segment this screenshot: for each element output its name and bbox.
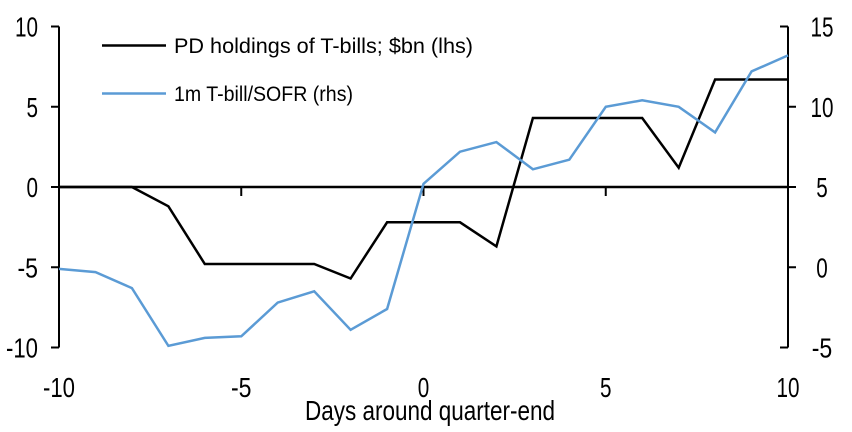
right-axis-tick-label: -5 xyxy=(812,333,833,364)
right-axis-tick-label: 0 xyxy=(816,252,828,283)
left-axis-tick-label: 10 xyxy=(15,12,38,43)
x-axis-tick-label: -5 xyxy=(231,372,252,403)
axes-layer: 10 5 0 -5 -10 15 10 5 0 -5 -10 -5 0 5 10 xyxy=(6,12,834,404)
x-axis-tick-label: 0 xyxy=(418,372,430,403)
left-axis-tick-label: -10 xyxy=(6,333,38,364)
left-axis-tick-label: 0 xyxy=(27,172,39,203)
x-axis-tick-label: 10 xyxy=(777,372,800,403)
x-axis-title: Days around quarter-end xyxy=(305,395,555,426)
x-axis-tick-label: -10 xyxy=(43,372,75,403)
tbill-sofr-spread-line xyxy=(58,54,789,348)
series-layer xyxy=(58,54,789,348)
right-axis-tick-label: 5 xyxy=(816,172,828,203)
right-axis-tick-label: 15 xyxy=(811,12,834,43)
left-axis-tick-label: 5 xyxy=(27,92,39,123)
legend-label-pd-holdings: PD holdings of T-bills; $bn (lhs) xyxy=(174,35,473,58)
legend-label-tbill-sofr: 1m T-bill/SOFR (rhs) xyxy=(174,83,353,106)
pd-holdings-tbills-line xyxy=(59,78,788,281)
x-axis-tick-label: 5 xyxy=(600,372,612,403)
right-axis-tick-label: 10 xyxy=(811,92,834,123)
legend: PD holdings of T-bills; $bn (lhs) 1m T-b… xyxy=(102,35,473,106)
left-axis-tick-label: -5 xyxy=(18,252,39,283)
